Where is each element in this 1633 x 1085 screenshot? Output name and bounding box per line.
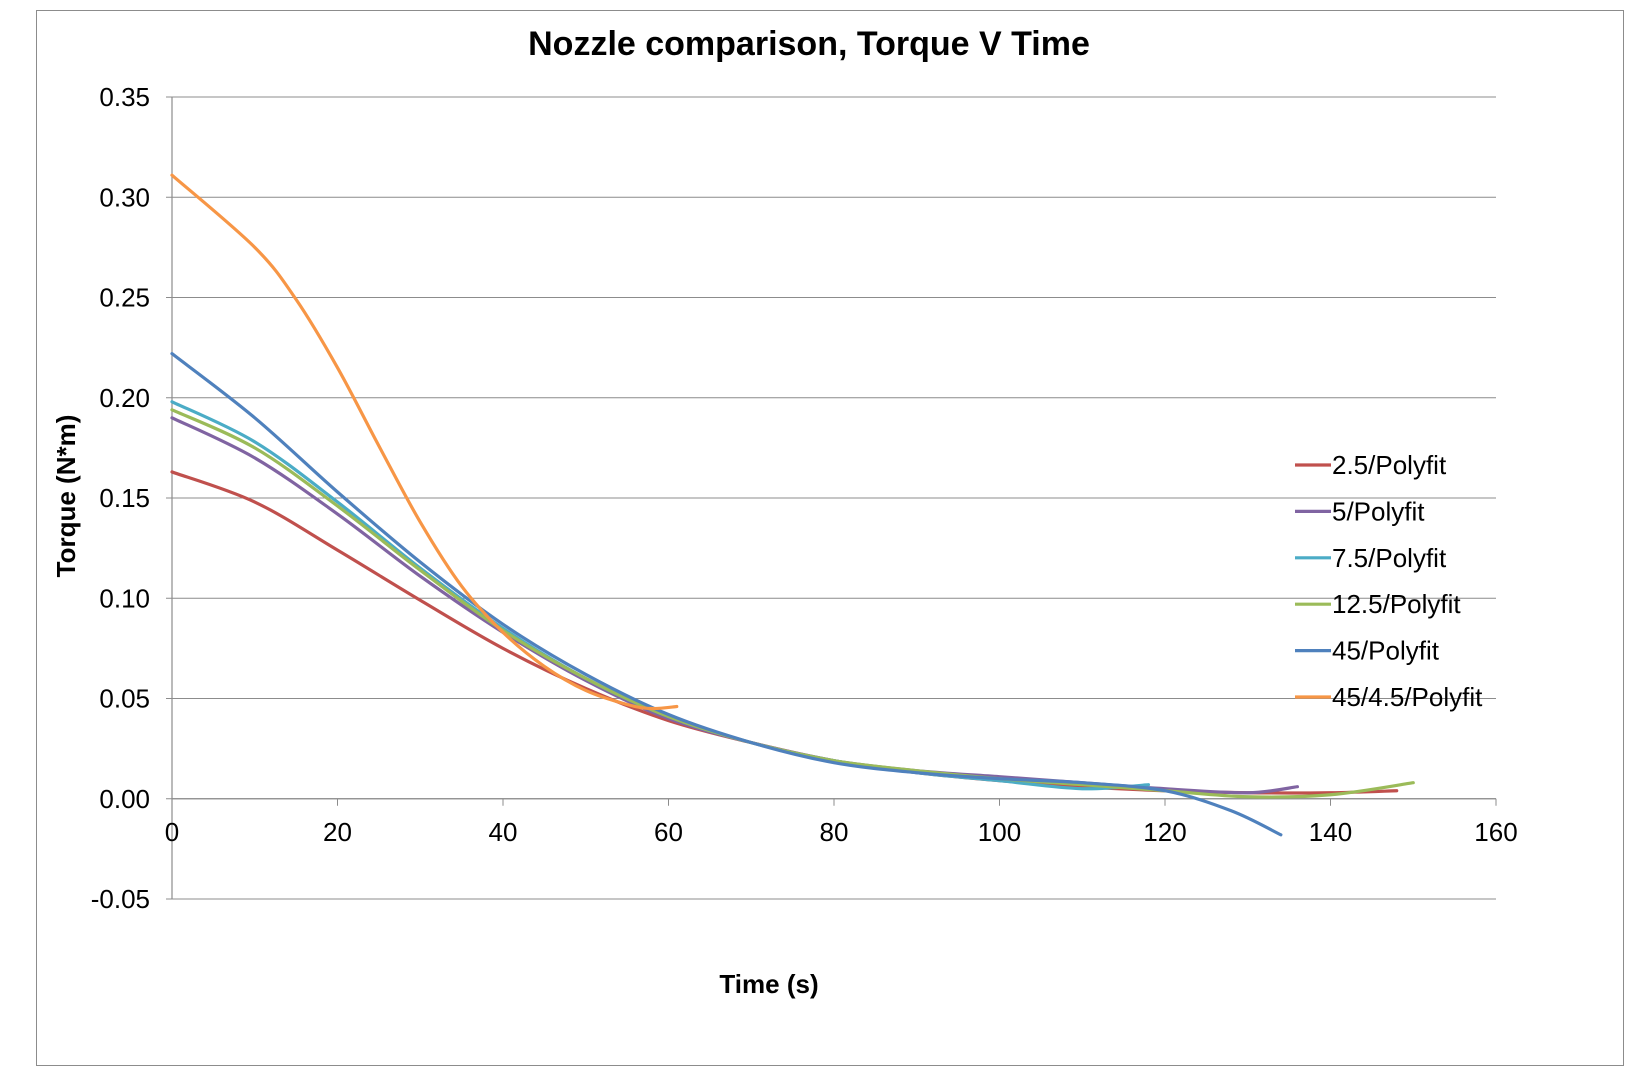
series-lines	[170, 173, 1415, 837]
legend-label: 12.5/Polyfit	[1332, 589, 1461, 619]
x-tick-label: 80	[820, 817, 849, 847]
y-tick-label: 0.20	[99, 383, 150, 413]
y-tick-label: 0.10	[99, 583, 150, 613]
x-tick-label: 40	[489, 817, 518, 847]
x-tick-label: 20	[323, 817, 352, 847]
y-tick-label: 0.05	[99, 684, 150, 714]
series-line	[170, 408, 1415, 799]
grid-lines	[172, 96, 1496, 900]
series-line	[170, 352, 1283, 837]
x-tick-label: 100	[978, 817, 1021, 847]
x-tick-label: 140	[1309, 817, 1352, 847]
y-tick-label: 0.15	[99, 483, 150, 513]
chart-title: Nozzle comparison, Torque V Time	[528, 25, 1090, 63]
x-axis-title: Time (s)	[719, 969, 818, 999]
y-tick-label: -0.05	[91, 884, 150, 914]
legend-label: 45/Polyfit	[1332, 636, 1440, 666]
x-tick-label: 0	[165, 817, 179, 847]
line-chart: Nozzle comparison, Torque V Time -0.05 0.…	[51, 25, 1518, 999]
y-tick-label: 0.00	[99, 784, 150, 814]
legend-label: 45/4.5/Polyfit	[1332, 682, 1483, 712]
y-tick-label: 0.25	[99, 283, 150, 313]
legend-label: 5/Polyfit	[1332, 496, 1425, 526]
chart-frame: Nozzle comparison, Torque V Time -0.05 0.…	[36, 10, 1624, 1066]
legend-label: 2.5/Polyfit	[1332, 450, 1447, 480]
tick-labels: -0.05 0.00 0.05 0.10 0.15 0.20 0.25 0.30 0.35 0 20…	[91, 82, 1518, 914]
y-tick-label: 0.30	[99, 182, 150, 212]
legend-label: 7.5/Polyfit	[1332, 543, 1447, 573]
y-axis-title: Torque (N*m)	[51, 415, 81, 578]
axes	[166, 96, 1497, 900]
x-tick-label: 160	[1474, 817, 1517, 847]
legend: 2.5/Polyfit 5/Polyfit 7.5/Polyfit 12.5/Poly…	[1295, 450, 1483, 712]
series-line	[170, 173, 679, 711]
series-line	[170, 400, 1151, 791]
x-tick-label: 60	[654, 817, 683, 847]
y-tick-label: 0.35	[99, 82, 150, 112]
x-tick-label: 120	[1143, 817, 1186, 847]
